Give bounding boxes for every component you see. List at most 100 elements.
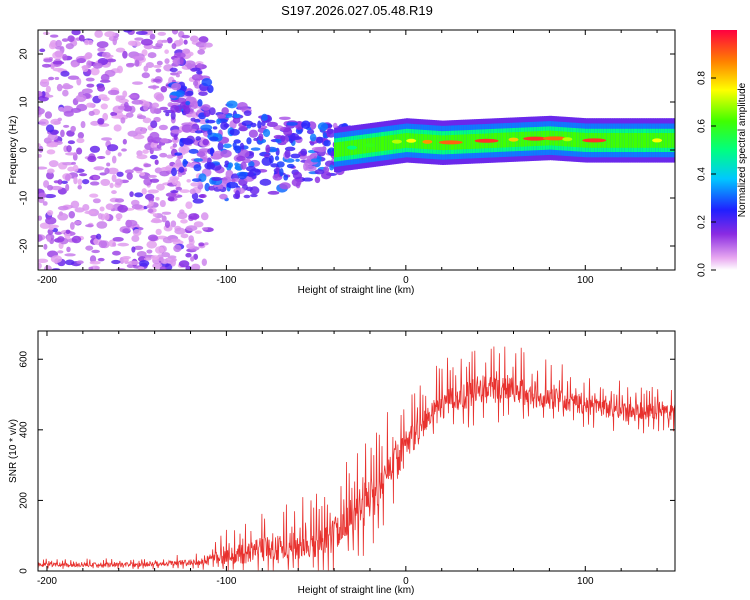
spectrogram-x-ticks: -200 -100 0 100 [37,30,658,286]
noise-cell [38,107,45,115]
noise-cell [64,253,76,257]
ridge-cell [579,132,583,148]
noise-cell [171,177,179,186]
noise-cell [150,120,158,129]
snr-y-ticks: 0 200 400 600 [19,350,675,574]
ridge-cell [384,135,387,151]
noise-cell [88,266,94,270]
noise-cell [104,31,116,38]
ridge-peak [438,140,463,145]
noise-cell [129,191,134,198]
ridge-peak [542,136,567,141]
ridge-cell [436,135,439,150]
spectral-cell [247,171,255,178]
spectral-cell [229,128,240,136]
noise-cell [125,112,134,118]
spectral-cell [315,146,327,153]
snr-y-tick-label: 0 [19,568,30,574]
ridge-cell [619,133,622,148]
ridge-cell [640,133,644,148]
colorbar-tick-label: 0.8 [697,71,708,85]
spectral-cell [286,163,295,169]
ridge-cell [576,132,579,148]
noise-cell [178,145,190,154]
spectrogram-y-ticks: -20 -10 0 10 20 [19,48,675,253]
noise-cell [71,30,81,36]
spectral-cell [233,113,241,119]
noise-cell [82,65,89,72]
noise-cell [150,255,160,261]
spectral-cell [184,91,194,97]
noise-cell [174,227,186,235]
spectral-cell [220,149,232,158]
spectral-cell [208,185,216,191]
colorbar-tick-label: 0.0 [697,263,708,277]
noise-cell [152,213,158,217]
noise-cell [164,220,171,228]
snr-x-tick-label: 100 [577,576,594,587]
spectral-cell [178,166,185,173]
ridge-cell [633,133,637,148]
spectral-cell [217,185,224,190]
noise-cell [145,62,154,68]
noise-cell [47,184,54,191]
ridge-cell [404,133,407,149]
noise-cell [162,236,174,244]
noise-cell [177,211,188,220]
noise-cell [161,211,172,215]
noise-cell [38,154,42,158]
noise-cell [186,243,195,250]
ridge-cell [470,134,473,149]
noise-cell [93,166,105,171]
noise-cell [103,212,110,221]
noise-cell [142,117,152,124]
noise-cell [186,178,192,183]
ridge-cell [624,133,628,148]
noise-cell [179,189,190,194]
noise-cell [38,234,43,242]
noise-cell [147,234,159,242]
spectral-cell [314,169,325,175]
noise-cell [61,180,68,184]
ridge-cell [615,133,619,148]
ridge-cell [432,134,436,150]
spectral-cell [212,126,218,130]
snr-plot-area [38,331,675,571]
noise-cell [159,106,169,111]
spectral-cell [329,164,334,171]
noise-cell [50,255,63,264]
ridge-peak [406,138,417,143]
ridge-cell [608,133,612,148]
noise-cell [70,125,76,133]
ridge-cell [418,133,421,149]
colorbar-tick-label: 0.6 [697,119,708,133]
noise-cell [52,60,65,65]
spectral-cell [274,155,280,161]
ridge-cell [622,133,626,148]
spectral-cell [315,136,324,144]
noise-cell [151,217,161,223]
noise-cell [121,148,127,152]
noise-cell [136,250,147,258]
ridge-peak [523,136,548,141]
noise-cell [88,110,95,116]
ridge-cell [648,133,651,148]
noise-cell [112,37,118,46]
spectral-cell [170,91,183,96]
noise-cell [127,40,136,46]
spectral-cell [261,113,268,121]
spectral-cell [227,162,234,169]
ridge-cell [344,141,348,156]
noise-cell [139,172,146,177]
noise-cell [152,64,162,68]
spectral-cell [234,166,243,171]
noise-cell [55,46,63,50]
noise-cell [177,173,183,178]
spectral-cell [302,177,314,182]
spectrogram-x-tick-label: -200 [37,275,57,286]
noise-cell [112,250,121,256]
ridge-cell [639,133,642,148]
ridge-cell [386,135,389,151]
noise-cell [141,72,150,79]
